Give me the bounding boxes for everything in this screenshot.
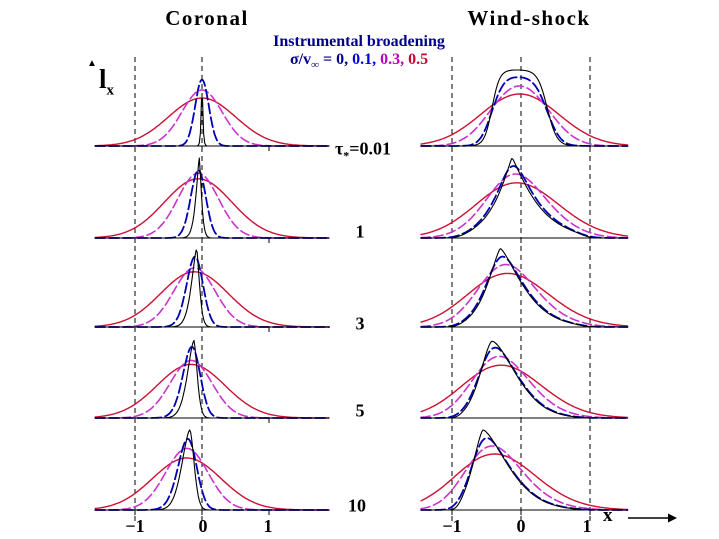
curve-coronal-tau0.01-sigma0.3 bbox=[94, 89, 330, 147]
sigma-subscript: ∞ bbox=[311, 59, 319, 72]
legend-separator: , bbox=[372, 51, 381, 68]
curve-coronal-tau10-sigma0.3 bbox=[94, 447, 330, 511]
tau-value: 3 bbox=[355, 313, 365, 334]
legend-values: σ/v∞ = 0, 0.1, 0.3, 0.5 bbox=[290, 51, 428, 71]
curve-coronal-tau5-sigma0.5 bbox=[94, 363, 330, 419]
x-axis-label: x bbox=[603, 505, 613, 526]
legend-value-0: 0 bbox=[336, 51, 345, 68]
curve-wind-shock-tau3-sigma0.5 bbox=[420, 272, 629, 327]
curve-wind-shock-tau1-sigma0.3 bbox=[420, 173, 629, 239]
y-axis-label-subscript: x bbox=[106, 82, 115, 99]
curve-coronal-tau10-sigma0 bbox=[94, 429, 330, 511]
curve-wind-shock-tau5-sigma0 bbox=[420, 340, 629, 419]
tau-label-0.01: τ*=0.01 bbox=[335, 139, 391, 164]
curve-coronal-tau10-sigma0.1 bbox=[94, 437, 330, 511]
tau-value: 1 bbox=[355, 221, 365, 242]
coronal-title: Coronal bbox=[165, 6, 249, 30]
curve-wind-shock-tau0.01-sigma0 bbox=[420, 69, 629, 147]
tau-label-3: 3 bbox=[356, 314, 365, 335]
tau-value: =0.01 bbox=[349, 138, 392, 159]
curve-coronal-tau3-sigma0.5 bbox=[94, 271, 330, 328]
curve-wind-shock-tau10-sigma0 bbox=[420, 429, 629, 511]
curve-wind-shock-tau10-sigma0.5 bbox=[420, 453, 629, 511]
legend-separator: , bbox=[344, 51, 353, 68]
curve-coronal-tau1-sigma0 bbox=[94, 157, 330, 239]
curve-coronal-tau3-sigma0.1 bbox=[94, 255, 330, 328]
tau-value: 10 bbox=[348, 495, 366, 516]
curve-coronal-tau3-sigma0 bbox=[94, 249, 330, 328]
legend-value-0.5: 0.5 bbox=[408, 51, 429, 68]
curve-coronal-tau0.01-sigma0 bbox=[94, 97, 330, 147]
x-tick-left-neg1: −1 bbox=[125, 516, 145, 536]
legend-separator: , bbox=[400, 51, 409, 68]
y-axis-arrow-icon: ▲ bbox=[87, 58, 97, 69]
windshock-title: Wind-shock bbox=[467, 6, 591, 30]
curve-wind-shock-tau0.01-sigma0.3 bbox=[420, 85, 629, 147]
tau-value: 5 bbox=[355, 400, 365, 421]
curve-coronal-tau5-sigma0 bbox=[94, 339, 330, 419]
curve-coronal-tau10-sigma0.5 bbox=[94, 457, 330, 511]
curve-wind-shock-tau3-sigma0 bbox=[420, 248, 629, 328]
curve-coronal-tau1-sigma0.5 bbox=[94, 178, 330, 239]
legend-value-0.1: 0.1 bbox=[352, 51, 373, 68]
curve-coronal-tau0.01-sigma0.1 bbox=[94, 78, 330, 147]
tau-label-1: 1 bbox=[356, 222, 365, 243]
tau-label-5: 5 bbox=[356, 401, 365, 422]
curve-wind-shock-tau0.01-sigma0.5 bbox=[420, 93, 629, 146]
x-axis-arrow-icon bbox=[628, 513, 677, 523]
y-axis-label-letter: l bbox=[99, 64, 107, 94]
y-axis-label: lx bbox=[99, 66, 114, 98]
curve-wind-shock-tau1-sigma0 bbox=[420, 158, 629, 239]
curve-wind-shock-tau5-sigma0.5 bbox=[420, 364, 629, 419]
x-tick-right-neg1: −1 bbox=[442, 516, 462, 536]
x-tick-right-0: 0 bbox=[516, 516, 526, 536]
x-tick-left-0: 0 bbox=[198, 516, 208, 536]
tau-subscript: * bbox=[343, 148, 350, 163]
curve-coronal-tau0.01-sigma0.5 bbox=[94, 97, 330, 147]
legend-value-0.3: 0.3 bbox=[380, 51, 401, 68]
curve-coronal-tau1-sigma0.1 bbox=[94, 169, 330, 239]
sigma-symbol: σ/v bbox=[289, 51, 312, 68]
legend-title: Instrumental broadening bbox=[273, 33, 445, 50]
x-tick-left-1: 1 bbox=[263, 516, 273, 536]
curve-wind-shock-tau5-sigma0.3 bbox=[420, 355, 629, 419]
tau-label-10: 10 bbox=[348, 496, 366, 517]
curve-wind-shock-tau3-sigma0.3 bbox=[420, 263, 629, 328]
x-tick-right-1: 1 bbox=[582, 516, 592, 536]
tau-symbol: τ bbox=[334, 138, 344, 159]
curve-coronal-tau5-sigma0.3 bbox=[94, 359, 330, 419]
legend-equals: = bbox=[318, 51, 337, 68]
